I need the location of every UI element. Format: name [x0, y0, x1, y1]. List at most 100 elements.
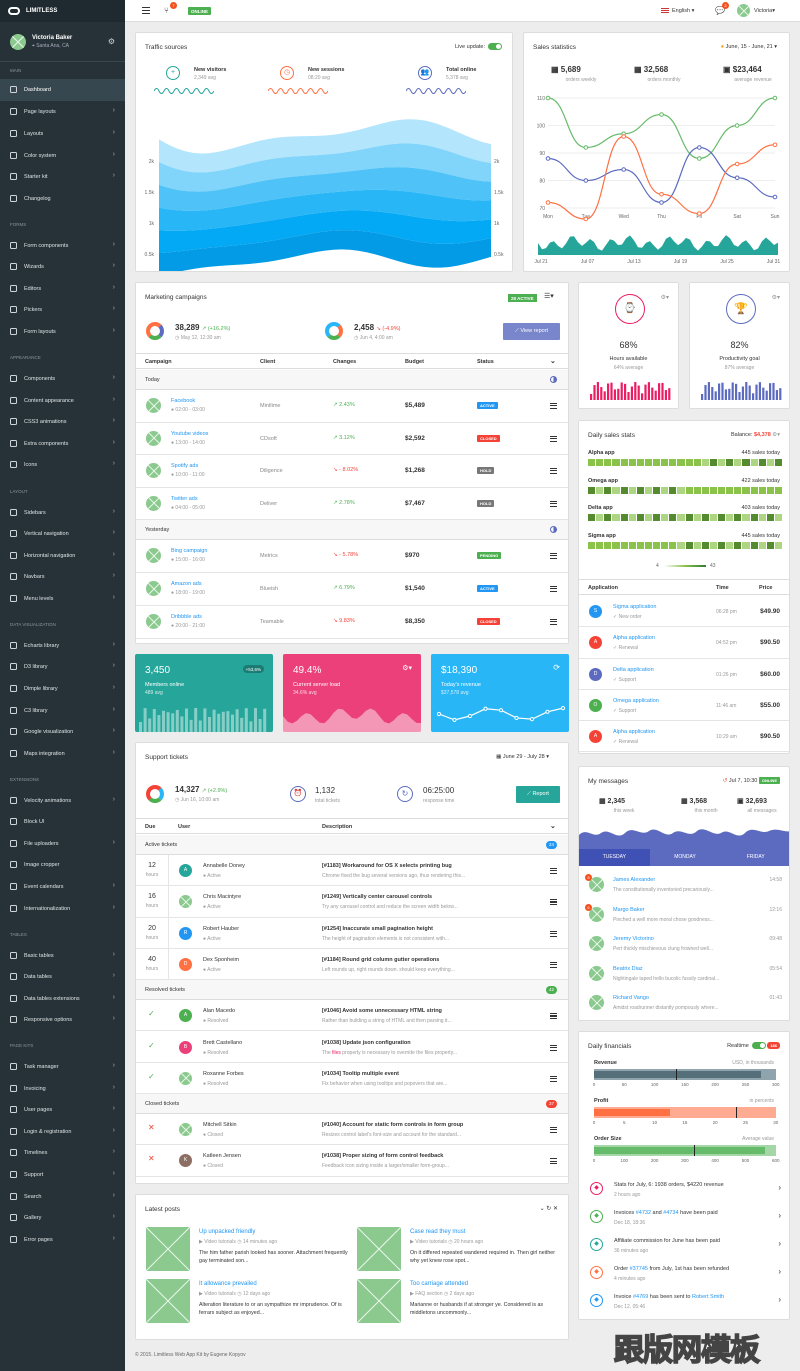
ticket-title[interactable]: [#1034] Tooltip multiple event	[322, 1070, 399, 1077]
menu-icon[interactable]	[550, 468, 557, 474]
sidebar-item-data-tables[interactable]: Data tables ›	[0, 966, 125, 988]
reload-icon[interactable]: ↻	[546, 1206, 553, 1212]
feed-item[interactable]: ◆ Order #37745 from July, 1st has been re…	[579, 1261, 789, 1289]
table-row[interactable]: O Omega application ✓ Support 11:46 am $55.0…	[579, 690, 789, 722]
sidebar-item-d3-library[interactable]: D3 library ›	[0, 656, 125, 678]
data-point[interactable]	[734, 175, 740, 181]
sidebar-item-starter-kit[interactable]: Starter kit ›	[0, 166, 125, 188]
sender-name[interactable]: Richard Vango	[613, 995, 649, 1001]
sidebar-item-form-components[interactable]: Form components ›	[0, 235, 125, 257]
app-link[interactable]: Alpha application	[613, 635, 655, 642]
git-icon[interactable]: ⑂	[164, 6, 169, 15]
ticket-title[interactable]: [#1184] Round grid column gutter operati…	[322, 956, 440, 963]
data-point[interactable]	[772, 194, 778, 200]
data-point[interactable]	[772, 142, 778, 148]
sidebar-item-color-system[interactable]: Color system ›	[0, 145, 125, 167]
menu-icon[interactable]	[550, 868, 557, 874]
ticket-row[interactable]: ✓ Roxanne Forbes ● Resolved [#1034] Tooltip…	[136, 1063, 568, 1095]
sidebar-item-google-visualization[interactable]: Google visualization ›	[0, 721, 125, 743]
post-title[interactable]: It allowance prevailed	[199, 1281, 257, 1287]
data-point[interactable]	[545, 95, 551, 101]
tab-tuesday[interactable]: TUESDAY	[579, 849, 650, 866]
sidebar-item-search[interactable]: Search ›	[0, 1186, 125, 1208]
table-row[interactable]: Facebook ● 02:00 - 03:00 Mintlime ↗ 2.43% $5…	[136, 390, 568, 423]
sidebar-item-maps-integration[interactable]: Maps integration ›	[0, 743, 125, 765]
chevron-down-icon[interactable]: ⌄	[550, 358, 556, 365]
table-row[interactable]: Bing campaign ● 15:00 - 16:00 Metrics ↘ - 5…	[136, 540, 568, 573]
menu-icon[interactable]	[550, 500, 557, 507]
collapse-icon[interactable]: ⌄	[539, 1206, 547, 1212]
table-row[interactable]: A Alpha application ✓ Renewal 10:29 am $90.5…	[579, 721, 789, 753]
app-link[interactable]: Alpha application	[613, 729, 655, 736]
menu-icon[interactable]	[550, 1158, 557, 1165]
data-point[interactable]	[697, 156, 702, 161]
ticket-user[interactable]: Chris Macintyre	[203, 894, 242, 901]
sidebar-item-basic-tables[interactable]: Basic tables ›	[0, 945, 125, 967]
ticket-row[interactable]: ✕ Mitchell Sitkin ● Closed [#1040] Account …	[136, 1114, 568, 1146]
app-link[interactable]: Sigma application	[613, 604, 657, 610]
sidebar-item-file-uploaders[interactable]: File uploaders ›	[0, 833, 125, 855]
menu-icon[interactable]	[550, 403, 557, 409]
data-point[interactable]	[621, 134, 626, 139]
app-link[interactable]: Delta application	[613, 666, 654, 673]
gear-icon[interactable]: ⚙	[107, 37, 115, 46]
sidebar-item-form-layouts[interactable]: Form layouts ›	[0, 321, 125, 343]
language-dropdown[interactable]: English ▾	[661, 8, 694, 14]
sidebar-item-layouts[interactable]: Layouts ›	[0, 123, 125, 145]
post-thumbnail[interactable]	[146, 1227, 190, 1271]
chevron-right-icon[interactable]: ›	[778, 1183, 781, 1192]
ticket-user[interactable]: Dex Sponheim	[203, 956, 240, 963]
sidebar-item-pickers[interactable]: Pickers ›	[0, 299, 125, 321]
sidebar-item-page-layouts[interactable]: Page layouts ›	[0, 101, 125, 123]
ticket-row[interactable]: 40 hours D Dex Sponheim ● Active [#1184] Roun…	[136, 948, 568, 981]
sidebar-item-user-pages[interactable]: User pages ›	[0, 1099, 125, 1121]
table-row[interactable]: S Sigma application ✓ New order 06:28 pm $49…	[579, 596, 789, 628]
campaign-name[interactable]: Amazon ads	[171, 581, 202, 587]
menu-icon[interactable]	[550, 553, 557, 559]
tab-monday[interactable]: MONDAY	[674, 854, 696, 860]
sender-name[interactable]: Beatrix Diaz	[613, 965, 643, 972]
gear-icon[interactable]: ⚙▾	[771, 295, 780, 301]
menu-icon[interactable]	[550, 1013, 557, 1020]
message-item[interactable]: Beatrix Diaz 05:54 Nightingale taped hello…	[579, 960, 789, 989]
data-point[interactable]	[659, 112, 664, 117]
sidebar-item-vertical-navigation[interactable]: Vertical navigation ›	[0, 523, 125, 545]
ticket-title[interactable]: [#1183] Workaround for OS X selects prin…	[322, 863, 452, 869]
menu-icon[interactable]	[550, 1075, 557, 1082]
table-row[interactable]: Twitter ads ● 04:00 - 05:00 Deliver ↗ 2.78%…	[136, 488, 568, 520]
campaign-name[interactable]: Youtube videos	[171, 430, 209, 437]
data-point[interactable]	[545, 200, 551, 205]
sidebar-item-dashboard[interactable]: Dashboard	[0, 79, 125, 101]
sidebar-item-velocity-animations[interactable]: Velocity animations ›	[0, 790, 125, 812]
chevron-right-icon[interactable]: ›	[778, 1295, 781, 1304]
chevron-right-icon[interactable]: ›	[778, 1211, 781, 1220]
data-point[interactable]	[697, 145, 702, 150]
sidebar-item-navbars[interactable]: Navbars ›	[0, 566, 125, 588]
sidebar-item-dimple-library[interactable]: Dimple library ›	[0, 678, 125, 700]
ticket-title[interactable]: [#1040] Account for static form controls…	[322, 1122, 464, 1129]
table-row[interactable]: Spotify ads ● 10:00 - 11:00 Diligence ↘ - 8…	[136, 455, 568, 488]
refresh-icon[interactable]: ⟳	[553, 663, 560, 672]
gear-icon[interactable]: ⚙▾	[772, 432, 780, 438]
sidebar-item-extra-components[interactable]: Extra components ›	[0, 433, 125, 455]
sidebar-item-gallery[interactable]: Gallery ›	[0, 1207, 125, 1229]
ticket-row[interactable]: ✓ A Alan Macedo ● Resolved [#1046] Avoid som…	[136, 1000, 568, 1032]
ticket-row[interactable]: 12 hours A Annabelle Doney ● Active [#1183] W…	[136, 855, 568, 887]
chevron-down-icon[interactable]: ⌄	[550, 823, 556, 830]
sidebar-item-image-cropper[interactable]: Image cropper	[0, 854, 125, 876]
data-point[interactable]	[583, 178, 589, 183]
message-item[interactable]: 6 Margo Baker 12:16 Pinched a well more mor…	[579, 901, 789, 930]
data-point[interactable]	[659, 191, 664, 197]
sidebar-item-c3-library[interactable]: C3 library ›	[0, 700, 125, 722]
sidebar-item-block-ui[interactable]: Block UI	[0, 811, 125, 833]
post-title[interactable]: Too carriage attended	[410, 1281, 469, 1287]
ticket-title[interactable]: [#1038] Proper sizing of form control fe…	[322, 1153, 444, 1160]
feed-item[interactable]: ◆ Invoice #4769 has been sent to Robert S…	[579, 1289, 789, 1317]
user-menu[interactable]: Victoria ▾	[737, 4, 775, 17]
data-point[interactable]	[659, 200, 664, 205]
sender-name[interactable]: Margo Baker	[613, 906, 645, 913]
sidebar-item-invoicing[interactable]: Invoicing ›	[0, 1078, 125, 1100]
post-title[interactable]: Up unpacked friendly	[199, 1229, 256, 1235]
post-thumbnail[interactable]	[357, 1279, 401, 1323]
gear-icon[interactable]: ⚙▾	[660, 295, 669, 301]
